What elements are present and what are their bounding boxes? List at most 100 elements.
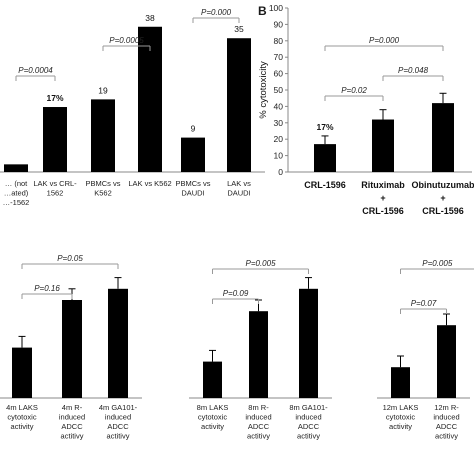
p-value-label: P=0.16 (34, 284, 60, 293)
category-label: DAUDI (181, 189, 204, 198)
category-label: Rituximab (361, 180, 405, 190)
category-label: 4m GA101- (99, 403, 138, 412)
category-label: ADCC (107, 422, 129, 431)
category-label: cytotoxic (386, 413, 415, 422)
bar (227, 38, 251, 172)
category-label: ADCC (61, 422, 83, 431)
category-label: LAK vs CRL- (33, 179, 77, 188)
p-value-label: P=0.0004 (18, 66, 53, 75)
p-value-label: P=0.005 (422, 259, 453, 268)
category-label: actitivy (297, 432, 320, 441)
category-label: 8m GA101- (289, 403, 328, 412)
p-value-label: P=0.000 (369, 36, 400, 45)
y-tick-label: 20 (274, 134, 284, 144)
panel-letter-b: B (258, 4, 267, 18)
y-tick-label: 30 (274, 118, 284, 128)
data-label: 35 (234, 24, 244, 34)
category-label: induced (59, 413, 85, 422)
bar (437, 325, 456, 398)
data-label: 17% (46, 93, 63, 103)
bar (12, 347, 32, 398)
p-value-label: P=0.09 (223, 289, 249, 298)
bar (372, 119, 394, 172)
category-label: induced (105, 413, 131, 422)
category-label: ADCC (298, 422, 320, 431)
bar (4, 164, 28, 172)
category-label: + (440, 193, 445, 203)
bar (432, 103, 454, 172)
category-label: …-1562 (3, 198, 30, 207)
bar (108, 288, 128, 398)
p-value-label: P=0.07 (411, 299, 437, 308)
panel-a-chart: … (not…ated)…-1562 17% LAK vs CRL-1562 19 PB… (0, 8, 265, 207)
category-label: 1562 (47, 189, 64, 198)
category-label: induced (295, 413, 321, 422)
category-label: 12m R- (434, 403, 459, 412)
category-label: induced (245, 413, 271, 422)
category-label: ADCC (436, 422, 458, 431)
category-label: actitivy (247, 432, 270, 441)
category-label: actitivy (435, 432, 458, 441)
category-label: activity (389, 422, 412, 431)
bar (314, 144, 336, 172)
category-label: LAK vs K562 (128, 179, 171, 188)
bar (181, 137, 205, 172)
category-label: activity (201, 422, 224, 431)
category-label: CRL-1596 (304, 180, 346, 190)
category-label: activity (11, 422, 34, 431)
data-label: 19 (98, 85, 108, 95)
category-label: …ated) (4, 189, 29, 198)
category-label: + (380, 193, 385, 203)
y-axis-title: % cytotoxicity (258, 61, 269, 119)
category-label: CRL-1596 (362, 206, 404, 216)
category-label: CRL-1596 (422, 206, 464, 216)
y-tick-label: 80 (274, 36, 284, 46)
category-label: 8m R- (248, 403, 269, 412)
y-tick-label: 70 (274, 52, 284, 62)
p-value-label: P=0.0005 (109, 36, 144, 45)
bar (91, 99, 115, 172)
data-label: 17% (316, 122, 333, 132)
category-label: cytotoxic (198, 413, 227, 422)
p-value-label: P=0.005 (245, 259, 276, 268)
bar (62, 300, 82, 398)
category-label: … (not (5, 179, 28, 188)
category-label: LAK vs (227, 179, 251, 188)
y-tick-label: 60 (274, 69, 284, 79)
category-label: 8m LAKS (197, 403, 229, 412)
p-value-label: P=0.02 (341, 86, 367, 95)
category-label: 12m LAKS (383, 403, 419, 412)
category-label: K562 (94, 189, 112, 198)
category-label: PBMCs vs (175, 179, 210, 188)
p-value-label: P=0.048 (398, 66, 429, 75)
y-tick-label: 10 (274, 151, 284, 161)
y-tick-label: 50 (274, 85, 284, 95)
bar (203, 361, 222, 398)
bar (299, 288, 318, 398)
y-tick-label: 100 (269, 3, 283, 13)
category-label: induced (433, 413, 459, 422)
bar (249, 311, 268, 398)
category-label: 4m LAKS (6, 403, 38, 412)
bar (391, 367, 410, 398)
category-label: Obinutuzumab (412, 180, 474, 190)
y-tick-label: 90 (274, 19, 284, 29)
category-label: 4m R- (62, 403, 83, 412)
category-label: DAUDI (227, 189, 250, 198)
panel-b-chart: 0 10 20 30 40 50 60 70 80 90 100 % cytotoxicity 17% C… (258, 3, 474, 216)
y-tick-label: 0 (278, 167, 283, 177)
category-label: actitivy (107, 432, 130, 441)
category-label: ADCC (248, 422, 270, 431)
data-label: 9 (191, 124, 196, 134)
data-label: 38 (145, 13, 155, 23)
y-tick-label: 40 (274, 101, 284, 111)
category-label: actitivy (61, 432, 84, 441)
category-label: PBMCs vs (85, 179, 120, 188)
p-value-label: P=0.05 (57, 254, 83, 263)
category-label: cytotoxic (7, 413, 36, 422)
bar (43, 107, 67, 172)
